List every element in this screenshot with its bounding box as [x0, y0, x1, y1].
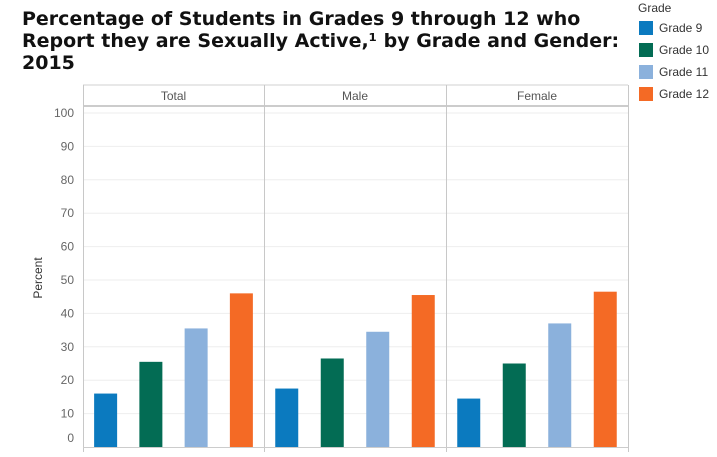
legend-label-grade-10: Grade 10 [659, 43, 710, 57]
panel-label-total: Total [161, 89, 186, 103]
bar-total-grade-11 [184, 328, 208, 447]
bar-female-grade-10 [502, 363, 526, 447]
y-tick-label-0: 0 [67, 431, 74, 445]
y-tick-label-90: 90 [61, 139, 75, 153]
y-tick-label-50: 50 [61, 273, 75, 287]
legend-swatch-grade-12 [639, 87, 653, 101]
panel-label-female: Female [517, 89, 557, 103]
bar-total-grade-10 [139, 361, 163, 447]
y-tick-label-10: 10 [61, 407, 75, 421]
bar-male-grade-9 [275, 388, 299, 447]
legend-swatch-grade-10 [639, 43, 653, 57]
y-tick-label-70: 70 [61, 206, 75, 220]
y-tick-label-30: 30 [61, 340, 75, 354]
legend-label-grade-12: Grade 12 [659, 87, 710, 101]
y-axis-label: Percent [31, 257, 45, 299]
bar-total-grade-9 [94, 393, 118, 447]
legend-label-grade-11: Grade 11 [659, 65, 709, 79]
bar-female-grade-12 [593, 291, 617, 447]
panel-label-male: Male [342, 89, 368, 103]
y-tick-label-100: 100 [54, 106, 74, 120]
bar-female-grade-9 [457, 398, 481, 447]
legend-swatch-grade-11 [639, 65, 653, 79]
legend-title: Grade [638, 1, 672, 15]
bar-male-grade-10 [320, 358, 344, 447]
legend-swatch-grade-9 [639, 21, 653, 35]
y-tick-label-80: 80 [61, 173, 75, 187]
y-tick-label-20: 20 [61, 373, 75, 387]
bar-male-grade-12 [411, 295, 435, 447]
bar-total-grade-12 [229, 293, 253, 447]
chart-title: Percentage of Students in Grades 9 throu… [22, 8, 620, 74]
legend-label-grade-9: Grade 9 [659, 21, 703, 35]
y-tick-label-40: 40 [61, 306, 75, 320]
bar-male-grade-11 [366, 331, 390, 447]
y-tick-label-60: 60 [61, 240, 75, 254]
bar-female-grade-11 [548, 323, 572, 447]
